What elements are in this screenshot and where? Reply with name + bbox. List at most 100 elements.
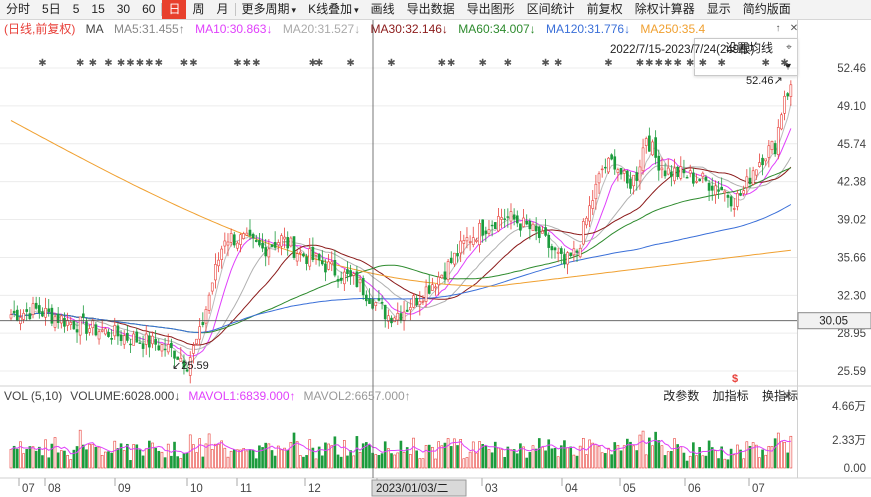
volume-bar (607, 447, 610, 469)
volume-value: VOLUME:6028.000↓ (70, 389, 181, 403)
candle-body (97, 331, 101, 340)
volume-bar (12, 445, 16, 469)
candle-body (742, 190, 746, 194)
tab-week[interactable]: 周 (192, 2, 205, 16)
volume-bar (15, 448, 19, 469)
candle-body (720, 186, 723, 191)
popup-expand-item[interactable]: ▾ (695, 57, 797, 75)
candle-body (346, 269, 349, 275)
volume-bar (604, 453, 607, 469)
volume-bar (154, 447, 157, 469)
month-label: 12 (308, 483, 321, 495)
close-icon[interactable]: ✕ (789, 23, 799, 34)
add-indicator-button[interactable]: 加指标 (712, 389, 749, 403)
candle-body (141, 343, 145, 349)
event-marker: ✱ (233, 58, 241, 69)
tab-60min[interactable]: 60 (142, 2, 156, 16)
export-image-button[interactable]: 导出图形 (466, 2, 515, 16)
candle-body (160, 344, 164, 352)
volume-bar (188, 434, 192, 469)
event-marker: ✱ (104, 58, 112, 69)
volume-bar (276, 445, 280, 469)
candles (9, 80, 793, 384)
tab-15min[interactable]: 15 (91, 2, 105, 16)
close-volume-icon[interactable]: ✕ (781, 389, 793, 403)
volume-bar (641, 430, 645, 469)
range-stats-button[interactable]: 区间统计 (526, 2, 575, 16)
simple-layout-button[interactable]: 简约版面 (742, 2, 791, 16)
export-data-button[interactable]: 导出数据 (406, 2, 455, 16)
candle-body (556, 251, 560, 254)
candle-body (547, 234, 551, 248)
volume-bar (267, 443, 271, 469)
candle-body (635, 172, 639, 181)
volume-bar (786, 452, 790, 469)
candle-body (468, 241, 472, 243)
change-params-button[interactable]: 改参数 (663, 389, 700, 403)
event-marker: ✱ (252, 58, 260, 69)
volume-bar (358, 451, 362, 469)
volume-bar (459, 439, 462, 469)
candle-body (446, 261, 450, 281)
candle-body (78, 316, 82, 336)
price-tick-label: 32.30 (837, 290, 866, 302)
volume-bar (739, 449, 742, 469)
event-marker: ✱ (76, 58, 84, 69)
volume-bar (280, 449, 283, 469)
candle-body (559, 248, 563, 254)
ma-label[interactable]: MA (85, 22, 104, 36)
candle-body (371, 299, 374, 309)
event-marker: ✱ (38, 58, 46, 69)
toolbar-divider (234, 3, 236, 16)
ma5-value: MA5:31.455↑ (114, 22, 185, 36)
tab-5min[interactable]: 5 (72, 2, 80, 16)
switch-indicator-button[interactable]: 换指标 (761, 389, 798, 403)
vol-label: VOL (5,10) (4, 389, 63, 403)
candle-body (72, 321, 76, 330)
tab-30min[interactable]: 30 (116, 2, 131, 16)
pin-icon[interactable]: ⌖ (786, 42, 792, 53)
arrow-up-icon[interactable]: ↑ (775, 23, 781, 34)
display-button[interactable]: 显示 (706, 2, 731, 16)
candle-body (748, 177, 752, 184)
volume-bar (635, 450, 639, 469)
volume-bar (412, 437, 415, 469)
overlay-kline-button[interactable]: K线叠加 ▾ (308, 2, 359, 16)
volume-bar (418, 458, 422, 469)
more-periods-button[interactable]: 更多周期 ▾ (241, 2, 297, 16)
candle-body (431, 284, 434, 291)
volume-bar (449, 446, 453, 469)
volume-bar (453, 438, 456, 469)
tab-fenshi[interactable]: 分时 (6, 2, 31, 16)
volume-bar (47, 457, 51, 469)
draw-line-button[interactable]: 画线 (370, 2, 395, 16)
candle-body (69, 322, 73, 325)
tab-month[interactable]: 月 (216, 2, 229, 16)
volume-bar (597, 446, 601, 469)
ex-rights-calc-button[interactable]: 除权计算器 (634, 2, 695, 16)
volume-bar (390, 453, 393, 469)
set-ma-menu-item[interactable]: 设置均线 (725, 41, 774, 55)
candle-body (151, 335, 154, 345)
candle-body (688, 170, 692, 174)
candle-body (581, 221, 585, 245)
tab-5day[interactable]: 5日 (42, 2, 61, 16)
forward-adjust-button[interactable]: 前复权 (586, 2, 623, 16)
candle-body (50, 307, 54, 324)
volume-bar (343, 440, 346, 469)
event-marker: ✱ (189, 58, 197, 69)
event-marker: ✱ (604, 58, 612, 69)
candle-body (537, 226, 541, 238)
candle-body (673, 167, 676, 182)
candle-body (714, 185, 717, 195)
volume-bar (758, 457, 761, 469)
candle-body (254, 240, 258, 242)
tab-day[interactable]: 日 (162, 0, 187, 19)
ma120-value: MA120:31.776↓ (546, 22, 631, 36)
candle-body (462, 240, 466, 244)
candle-body (616, 169, 620, 173)
candle-body (166, 344, 170, 353)
candle-body (59, 315, 63, 324)
volume-bar (19, 441, 22, 469)
volume-bar (462, 458, 466, 469)
